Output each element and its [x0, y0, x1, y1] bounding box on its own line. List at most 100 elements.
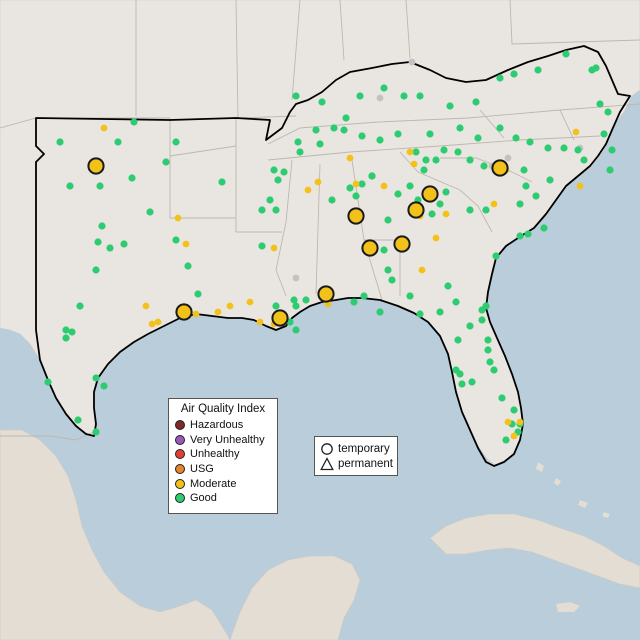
monitor-dot-good[interactable]	[316, 140, 324, 148]
monitor-dot-good[interactable]	[68, 328, 76, 336]
monitor-dot-good[interactable]	[384, 216, 392, 224]
monitor-dot-good[interactable]	[606, 166, 614, 174]
monitor-dot-moderate[interactable]	[226, 302, 234, 310]
monitor-dot-good[interactable]	[512, 134, 520, 142]
monitor-dot-good[interactable]	[596, 100, 604, 108]
monitor-dot-good[interactable]	[388, 276, 396, 284]
monitor-dot-good[interactable]	[394, 130, 402, 138]
monitor-dot-moderate[interactable]	[174, 214, 182, 222]
monitor-dot-good[interactable]	[580, 156, 588, 164]
monitor-dot-good[interactable]	[270, 166, 278, 174]
monitor-dot-no-data[interactable]	[376, 94, 384, 102]
monitor-dot-good[interactable]	[292, 326, 300, 334]
monitor-dot-good[interactable]	[544, 144, 552, 152]
monitor-dot-good[interactable]	[328, 196, 336, 204]
monitor-dot-good[interactable]	[526, 138, 534, 146]
monitor-dot-good[interactable]	[294, 138, 302, 146]
monitor-dot-good[interactable]	[524, 230, 532, 238]
monitor-dot-good[interactable]	[92, 428, 100, 436]
monitor-dot-good[interactable]	[62, 334, 70, 342]
monitor-dot-good[interactable]	[482, 206, 490, 214]
monitor-dot-good[interactable]	[292, 92, 300, 100]
monitor-dot-good[interactable]	[380, 246, 388, 254]
monitor-dot-good[interactable]	[474, 134, 482, 142]
monitor-dot-good[interactable]	[406, 292, 414, 300]
monitor-dot-moderate[interactable]	[100, 124, 108, 132]
monitor-dot-good[interactable]	[600, 130, 608, 138]
monitor-dot-good[interactable]	[532, 192, 540, 200]
monitor-dot-good[interactable]	[484, 346, 492, 354]
monitor-dot-good[interactable]	[490, 366, 498, 374]
monitor-dot-good[interactable]	[416, 310, 424, 318]
monitor-dot-moderate[interactable]	[246, 298, 254, 306]
monitor-dot-good[interactable]	[358, 132, 366, 140]
monitor-dot-good[interactable]	[496, 74, 504, 82]
monitor-dot-moderate[interactable]	[192, 310, 200, 318]
monitor-dot-good[interactable]	[94, 238, 102, 246]
monitor-dot-good[interactable]	[346, 184, 354, 192]
monitor-dot-good[interactable]	[218, 178, 226, 186]
monitor-dot-moderate[interactable]	[432, 234, 440, 242]
monitor-dot-good[interactable]	[302, 296, 310, 304]
monitor-dot-moderate[interactable]	[504, 418, 512, 426]
monitor-dot-moderate[interactable]	[346, 154, 354, 162]
monitor-dot-good[interactable]	[574, 146, 582, 154]
monitor-dot-moderate[interactable]	[510, 432, 518, 440]
monitor-dot-good[interactable]	[456, 124, 464, 132]
monitor-dot-good[interactable]	[510, 406, 518, 414]
monitor-dot-good[interactable]	[114, 138, 122, 146]
monitor-dot-good[interactable]	[280, 168, 288, 176]
monitor-dot-good[interactable]	[516, 200, 524, 208]
monitor-dot-good[interactable]	[272, 206, 280, 214]
monitor-dot-good[interactable]	[428, 210, 436, 218]
monitor-dot-good[interactable]	[292, 302, 300, 310]
monitor-dot-good[interactable]	[420, 166, 428, 174]
monitor-dot-good[interactable]	[436, 200, 444, 208]
monitor-dot-good[interactable]	[436, 308, 444, 316]
monitor-dot-good[interactable]	[444, 282, 452, 290]
monitor-dot-good[interactable]	[76, 302, 84, 310]
monitor-dot-good[interactable]	[482, 302, 490, 310]
monitor-dot-good[interactable]	[130, 118, 138, 126]
monitor-dot-good[interactable]	[376, 136, 384, 144]
monitor-dot-good[interactable]	[258, 206, 266, 214]
monitor-dot-good[interactable]	[312, 126, 320, 134]
monitor-dot-good[interactable]	[146, 208, 154, 216]
monitor-dot-good[interactable]	[296, 148, 304, 156]
monitor-dot-moderate[interactable]	[572, 128, 580, 136]
monitor-dot-moderate[interactable]	[352, 180, 360, 188]
monitor-dot-good[interactable]	[468, 378, 476, 386]
monitor-dot-moderate[interactable]	[148, 320, 156, 328]
monitor-dot-good[interactable]	[480, 162, 488, 170]
monitor-dot-good[interactable]	[562, 50, 570, 58]
monitor-dot-good[interactable]	[258, 242, 266, 250]
monitor-marker-temporary-moderate[interactable]	[347, 207, 365, 225]
monitor-dot-good[interactable]	[412, 148, 420, 156]
monitor-dot-good[interactable]	[128, 174, 136, 182]
monitor-dot-good[interactable]	[172, 236, 180, 244]
monitor-dot-good[interactable]	[352, 192, 360, 200]
monitor-dot-good[interactable]	[96, 182, 104, 190]
monitor-dot-moderate[interactable]	[410, 160, 418, 168]
monitor-dot-no-data[interactable]	[292, 274, 300, 282]
monitor-dot-good[interactable]	[74, 416, 82, 424]
monitor-dot-good[interactable]	[384, 266, 392, 274]
monitor-dot-good[interactable]	[194, 290, 202, 298]
monitor-dot-good[interactable]	[318, 98, 326, 106]
monitor-dot-good[interactable]	[394, 190, 402, 198]
monitor-dot-good[interactable]	[44, 378, 52, 386]
monitor-dot-good[interactable]	[486, 358, 494, 366]
monitor-dot-good[interactable]	[356, 92, 364, 100]
monitor-dot-good[interactable]	[92, 266, 100, 274]
monitor-dot-good[interactable]	[274, 176, 282, 184]
monitor-dot-moderate[interactable]	[406, 148, 414, 156]
monitor-dot-good[interactable]	[66, 182, 74, 190]
monitor-dot-moderate[interactable]	[214, 308, 222, 316]
monitor-dot-good[interactable]	[360, 292, 368, 300]
monitor-dot-moderate[interactable]	[154, 318, 162, 326]
monitor-dot-good[interactable]	[520, 166, 528, 174]
monitor-dot-good[interactable]	[368, 172, 376, 180]
monitor-dot-good[interactable]	[340, 126, 348, 134]
